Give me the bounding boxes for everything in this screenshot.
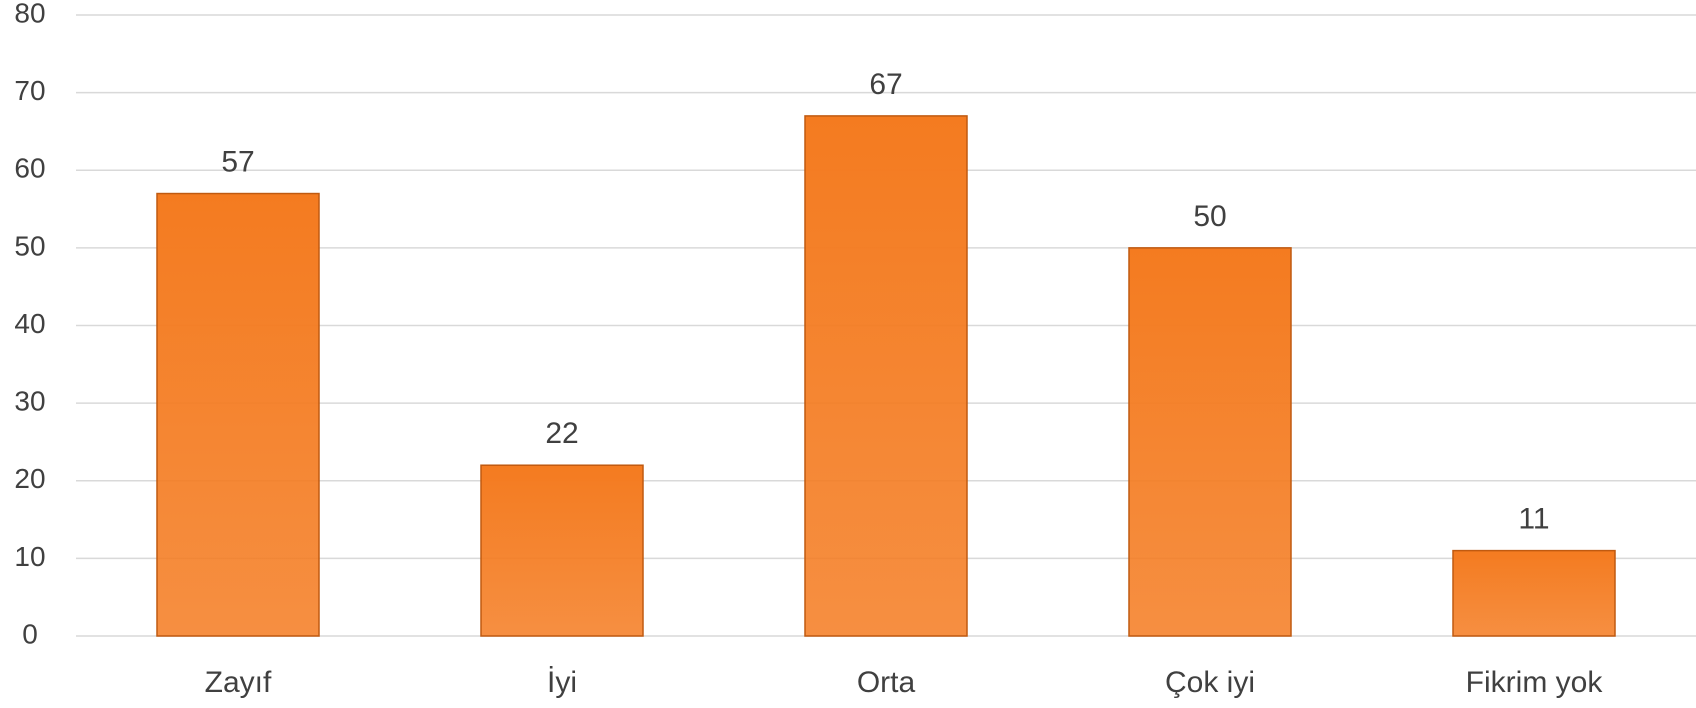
x-tick-label: Orta (857, 666, 916, 699)
bar (1452, 549, 1616, 637)
data-label: 11 (1518, 503, 1549, 536)
data-label: 67 (869, 68, 902, 101)
x-tick-label: Fikrim yok (1466, 666, 1604, 699)
y-tick-label: 80 (14, 0, 45, 28)
data-label: 50 (1193, 200, 1226, 233)
y-tick-label: 60 (14, 153, 45, 184)
y-tick-label: 10 (14, 541, 45, 572)
y-tick-label: 70 (14, 75, 45, 106)
data-label: 22 (545, 417, 578, 450)
y-tick-label: 0 (22, 618, 38, 649)
y-tick-label: 20 (14, 463, 45, 494)
y-tick-label: 40 (14, 308, 45, 339)
y-tick-label: 30 (14, 386, 45, 417)
bar (480, 464, 644, 637)
x-tick-label: İyi (547, 666, 577, 699)
bar (804, 115, 968, 637)
y-tick-label: 50 (14, 230, 45, 261)
bar (156, 192, 320, 637)
bar (1128, 247, 1292, 637)
data-label: 57 (221, 145, 254, 178)
x-tick-label: Çok iyi (1165, 666, 1255, 699)
x-tick-label: Zayıf (205, 666, 272, 699)
